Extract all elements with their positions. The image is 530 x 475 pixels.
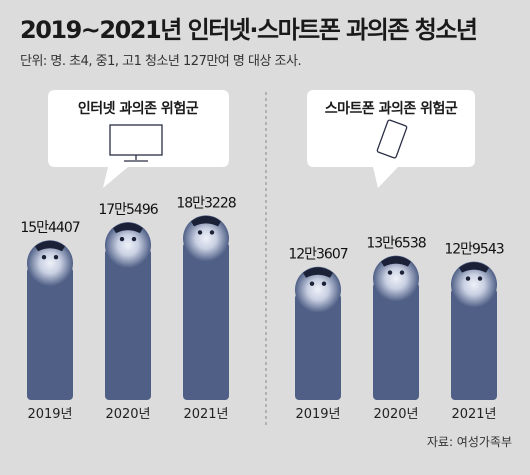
smartphone-year-label: 2020년 [373,407,418,422]
internet-value-label: 18만3228 [176,195,235,211]
eye [465,276,471,281]
internet-figure-3: 18만3228 2021년 [176,195,236,422]
head [183,215,229,262]
eye [119,236,125,242]
internet-callout-title: 인터넷 과의존 위험군 [78,100,199,117]
internet-year-label: 2019년 [27,407,72,422]
internet-value-label: 15만4407 [20,220,79,236]
internet-bar [183,242,229,400]
smartphone-bar [451,288,497,400]
head [295,266,341,313]
smartphone-year-label: 2019년 [295,407,340,422]
internet-figure-2: 17만5496 2020년 [98,202,159,422]
figures-layer: 15만4407 2019년 17만5496 2020년 18만3228 2021년 12만3… [20,195,504,422]
eye [477,276,483,281]
hair [113,222,143,234]
smartphone-callout-title: 스마트폰 과의존 위험군 [325,100,458,117]
head [27,240,73,287]
eye [53,255,59,260]
smartphone-year-label: 2021년 [451,407,496,422]
smartphone-value-label: 12만9543 [444,242,503,258]
smartphone-bar [295,293,341,400]
smartphone-callout: 스마트폰 과의존 위험군 [307,90,475,188]
smartphone-value-label: 12만3607 [288,247,347,263]
smartphone-figure-3: 12만9543 2021년 [444,242,504,422]
unit-note: 단위: 명. 초4, 중1, 고1 청소년 127만여 명 대상 조사. [20,54,302,69]
eye [387,270,393,275]
smartphone-icon [376,119,408,159]
eye [309,281,315,286]
hair [191,215,221,227]
internet-bar [27,267,73,400]
eye [41,255,47,260]
eye [321,281,327,286]
smartphone-figure-2: 13만6538 2020년 [366,236,426,422]
smartphone-figure-1: 12만3607 2019년 [288,247,348,422]
smartphone-value-label: 13만6538 [366,236,425,252]
page-title: 2019~2021년 인터넷·스마트폰 과의존 청소년 [20,16,478,44]
internet-callout: 인터넷 과의존 위험군 [48,90,229,188]
internet-bar [105,249,151,400]
eye [197,230,203,235]
hair [35,240,65,252]
monitor-icon [109,124,163,162]
internet-value-label: 17만5496 [98,202,158,218]
internet-figure-1: 15만4407 2019년 [20,220,80,422]
source-note: 자료: 여성가족부 [426,435,512,449]
internet-year-label: 2021년 [183,407,228,422]
hair [303,267,333,278]
head [373,255,419,302]
internet-year-label: 2020년 [105,407,150,422]
hair [381,256,411,267]
internet-callout-bubble [48,90,229,188]
smartphone-bar [373,282,419,400]
hair [459,262,489,273]
eye [209,230,215,235]
head [451,261,497,308]
head [105,222,151,269]
eye [131,236,137,242]
eye [399,270,405,275]
